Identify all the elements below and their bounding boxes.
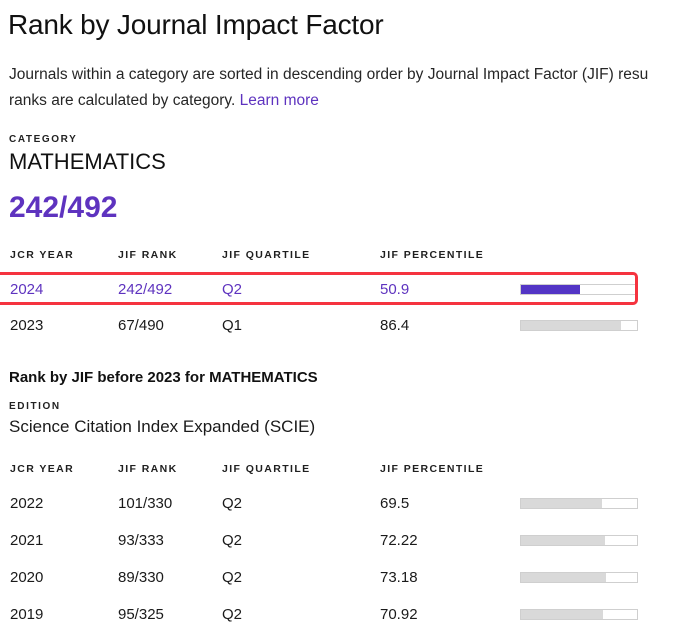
history-section-heading: Rank by JIF before 2023 for MATHEMATICS: [9, 369, 318, 386]
description-line-2: ranks are calculated by category. Learn …: [9, 88, 674, 114]
table-row-2022: 2022 101/330 Q2 69.5: [0, 485, 674, 522]
col-header-jif-rank: JIF RANK: [118, 249, 178, 261]
percentile-bar-track: [520, 498, 638, 509]
percentile-bar-fill: [521, 320, 622, 330]
cell-jcr-year: 2019: [10, 606, 44, 623]
category-label: CATEGORY: [9, 134, 78, 145]
cell-jif-rank: 67/490: [118, 316, 164, 334]
cell-jcr-year: 2024: [10, 280, 44, 298]
cell-jif-percentile: 86.4: [380, 316, 410, 334]
percentile-bar-fill: [521, 536, 605, 545]
table-header-row: JCR YEAR JIF RANK JIF QUARTILE JIF PERCE…: [0, 249, 674, 271]
table-row-2023: 2023 67/490 Q1 86.4: [0, 307, 674, 343]
col-header-jif-quartile: JIF QUARTILE: [222, 463, 311, 475]
cell-jif-rank: 89/330: [118, 569, 164, 586]
cell-jcr-year: 2022: [10, 495, 44, 512]
page-description: Journals within a category are sorted in…: [9, 62, 674, 114]
cell-jif-quartile: Q2: [222, 569, 243, 586]
table-row-2019: 2019 95/325 Q2 70.92: [0, 596, 674, 633]
description-line-1: Journals within a category are sorted in…: [9, 66, 649, 83]
table-row-2020: 2020 89/330 Q2 73.18: [0, 559, 674, 596]
cell-jcr-year: 2023: [10, 316, 44, 334]
percentile-bar-track: [520, 283, 638, 295]
table-row-2024-highlighted: 2024 242/492 Q2 50.9: [0, 271, 674, 307]
cell-jif-percentile: 72.22: [380, 532, 418, 549]
cell-jif-rank: 93/333: [118, 532, 164, 549]
cell-jif-quartile: Q1: [222, 316, 243, 334]
cell-jif-quartile: Q2: [222, 280, 243, 298]
cell-jif-percentile: 73.18: [380, 569, 418, 586]
percentile-bar-track: [520, 319, 638, 331]
col-header-jif-rank: JIF RANK: [118, 463, 178, 475]
category-name: MATHEMATICS: [9, 149, 166, 174]
cell-jif-rank: 101/330: [118, 495, 173, 512]
col-header-jcr-year: JCR YEAR: [10, 463, 75, 475]
col-header-jif-percentile: JIF PERCENTILE: [380, 249, 485, 261]
cell-jif-percentile: 70.92: [380, 606, 418, 623]
percentile-bar-fill: [521, 573, 606, 582]
cell-jif-quartile: Q2: [222, 495, 243, 512]
cell-jcr-year: 2021: [10, 532, 44, 549]
historical-jif-rank-table: JCR YEAR JIF RANK JIF QUARTILE JIF PERCE…: [0, 463, 674, 633]
cell-jif-percentile: 69.5: [380, 495, 410, 512]
edition-name: Science Citation Index Expanded (SCIE): [9, 417, 316, 436]
cell-jif-rank: 95/325: [118, 606, 164, 623]
current-jif-rank-table: JCR YEAR JIF RANK JIF QUARTILE JIF PERCE…: [0, 249, 674, 343]
learn-more-link[interactable]: Learn more: [239, 92, 319, 109]
col-header-jcr-year: JCR YEAR: [10, 249, 75, 261]
percentile-bar-fill: [521, 610, 604, 619]
percentile-bar-fill: [521, 284, 581, 294]
percentile-bar-fill: [521, 499, 602, 508]
table-header-row: JCR YEAR JIF RANK JIF QUARTILE JIF PERCE…: [0, 463, 674, 485]
col-header-jif-percentile: JIF PERCENTILE: [380, 463, 485, 475]
edition-label: EDITION: [9, 401, 61, 412]
percentile-bar-track: [520, 572, 638, 583]
col-header-jif-quartile: JIF QUARTILE: [222, 249, 311, 261]
description-line-2-text: ranks are calculated by category.: [9, 92, 236, 109]
table-row-2021: 2021 93/333 Q2 72.22: [0, 522, 674, 559]
cell-jcr-year: 2020: [10, 569, 44, 586]
cell-jif-quartile: Q2: [222, 532, 243, 549]
percentile-bar-track: [520, 609, 638, 620]
current-rank-value: 242/492: [9, 191, 118, 224]
cell-jif-percentile: 50.9: [380, 280, 410, 298]
page-title: Rank by Journal Impact Factor: [8, 9, 384, 40]
cell-jif-rank: 242/492: [118, 280, 173, 298]
percentile-bar-track: [520, 535, 638, 546]
cell-jif-quartile: Q2: [222, 606, 243, 623]
